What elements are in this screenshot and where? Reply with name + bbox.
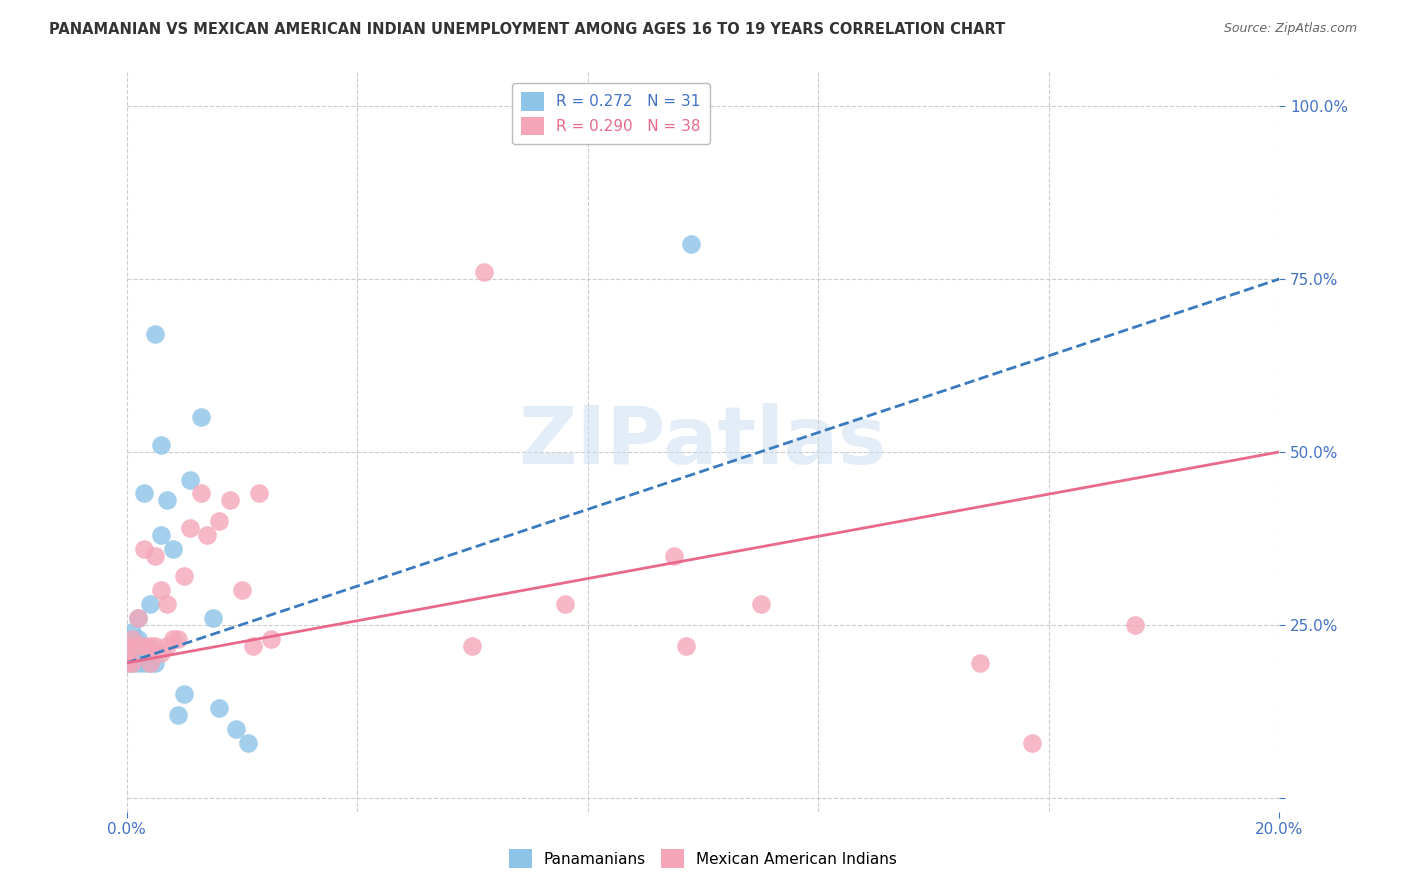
Point [127, 639, 149, 653]
Point [121, 632, 143, 646]
Point [127, 632, 149, 646]
Point [115, 656, 138, 670]
Point [749, 597, 772, 611]
Point [208, 514, 231, 528]
Point [121, 646, 143, 660]
Point [145, 639, 166, 653]
Point [1125, 618, 1147, 632]
Point [554, 597, 576, 611]
Point [145, 327, 166, 342]
Point [121, 639, 143, 653]
Point [681, 237, 703, 252]
Point [145, 656, 166, 670]
Point [225, 722, 247, 736]
Point [121, 656, 143, 670]
Point [150, 438, 173, 452]
Point [132, 656, 155, 670]
Point [138, 656, 160, 670]
Point [132, 639, 155, 653]
Point [969, 656, 991, 670]
Point [115, 639, 138, 653]
Text: PANAMANIAN VS MEXICAN AMERICAN INDIAN UNEMPLOYMENT AMONG AGES 16 TO 19 YEARS COR: PANAMANIAN VS MEXICAN AMERICAN INDIAN UN… [49, 22, 1005, 37]
Point [121, 656, 143, 670]
Point [179, 473, 201, 487]
Point [150, 528, 173, 542]
Point [156, 597, 179, 611]
Text: ZIPatlas: ZIPatlas [519, 402, 887, 481]
Point [162, 541, 184, 556]
Point [127, 646, 149, 660]
Point [472, 265, 495, 279]
Point [208, 701, 231, 715]
Point [150, 583, 173, 598]
Point [259, 632, 281, 646]
Point [156, 639, 179, 653]
Point [173, 687, 195, 701]
Point [242, 639, 264, 653]
Point [115, 656, 138, 670]
Point [167, 707, 190, 722]
Point [247, 486, 270, 500]
Point [132, 639, 155, 653]
Point [127, 611, 149, 625]
Point [190, 486, 212, 500]
Point [145, 549, 166, 563]
Legend: R = 0.272   N = 31, R = 0.290   N = 38: R = 0.272 N = 31, R = 0.290 N = 38 [512, 83, 710, 145]
Point [179, 521, 201, 535]
Point [461, 639, 484, 653]
Point [138, 639, 160, 653]
Point [156, 493, 179, 508]
Point [664, 549, 686, 563]
Point [132, 541, 155, 556]
Point [231, 583, 253, 598]
Point [675, 639, 697, 653]
Point [167, 632, 190, 646]
Point [162, 632, 184, 646]
Point [138, 597, 160, 611]
Point [121, 624, 143, 639]
Point [202, 611, 225, 625]
Point [219, 493, 242, 508]
Point [127, 611, 149, 625]
Point [190, 410, 212, 425]
Point [127, 656, 149, 670]
Point [115, 632, 138, 646]
Point [173, 569, 195, 583]
Text: Source: ZipAtlas.com: Source: ZipAtlas.com [1223, 22, 1357, 36]
Point [236, 735, 259, 749]
Point [115, 646, 138, 660]
Legend: Panamanians, Mexican American Indians: Panamanians, Mexican American Indians [501, 841, 905, 875]
Point [132, 486, 155, 500]
Point [150, 646, 173, 660]
Point [115, 646, 138, 660]
Point [195, 528, 218, 542]
Point [138, 656, 160, 670]
Point [1021, 735, 1043, 749]
